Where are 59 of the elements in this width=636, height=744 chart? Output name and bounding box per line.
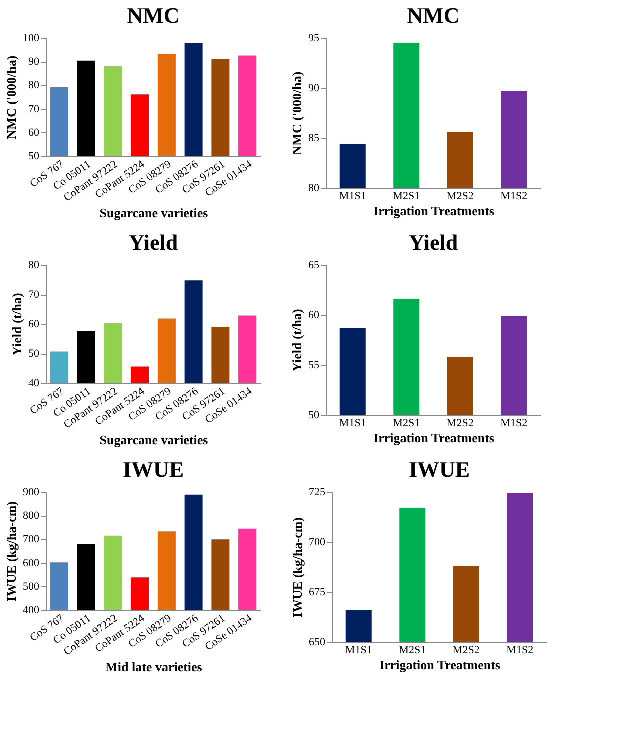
y-tick-label: 40 bbox=[28, 378, 40, 390]
y-tick-label: 70 bbox=[28, 103, 40, 116]
chart-title: IWUE bbox=[408, 457, 470, 482]
y-tick-label: 90 bbox=[308, 82, 320, 94]
y-tick-label: 50 bbox=[28, 348, 40, 360]
x-tick-label: M2S1 bbox=[393, 190, 420, 202]
x-tick-label: M2S2 bbox=[446, 418, 474, 430]
y-tick-label: 80 bbox=[308, 182, 320, 194]
y-axis-title: IWUE (kg/ha-cm) bbox=[290, 517, 305, 618]
x-axis-title: Sugarcane varieties bbox=[100, 205, 208, 220]
x-tick-label: M2S2 bbox=[446, 190, 474, 202]
x-axis-title: Irrigation Treatments bbox=[374, 430, 494, 446]
y-tick-label: 55 bbox=[308, 360, 320, 372]
x-axis-title: Irrigation Treatments bbox=[374, 204, 494, 218]
y-axis-title: Yield (t/ha) bbox=[290, 309, 304, 372]
y-tick-label: 60 bbox=[28, 318, 40, 330]
chart-title: NMC bbox=[127, 3, 180, 28]
y-tick-label: 50 bbox=[308, 410, 320, 422]
x-tick-label: M1S2 bbox=[500, 190, 528, 202]
y-tick-label: 90 bbox=[28, 56, 40, 68]
y-axis-title: NMC ('000/ha) bbox=[290, 72, 304, 156]
y-tick-label: 70 bbox=[28, 289, 40, 301]
y-tick-label: 725 bbox=[309, 486, 326, 498]
y-tick-label: 900 bbox=[23, 486, 40, 498]
y-tick-label: 80 bbox=[28, 260, 40, 272]
x-tick-label: M1S2 bbox=[500, 418, 528, 430]
x-tick-label: M1S2 bbox=[506, 644, 534, 656]
chart-title: NMC bbox=[407, 3, 460, 28]
x-tick-label: M1S1 bbox=[339, 190, 366, 202]
y-tick-label: 100 bbox=[23, 32, 40, 44]
y-tick-label: 95 bbox=[308, 32, 320, 44]
y-axis-title: NMC ('000/ha) bbox=[4, 56, 19, 140]
y-tick-label: 60 bbox=[28, 126, 40, 139]
y-tick-label: 800 bbox=[23, 510, 40, 522]
x-tick-label: M2S2 bbox=[452, 644, 480, 656]
x-tick-label: M1S1 bbox=[339, 418, 366, 430]
y-tick-label: 60 bbox=[308, 310, 320, 322]
y-tick-label: 650 bbox=[309, 636, 326, 648]
x-tick-label: M2S1 bbox=[393, 418, 420, 430]
chart-title: IWUE bbox=[122, 457, 184, 482]
y-tick-label: 675 bbox=[309, 586, 326, 598]
y-tick-label: 85 bbox=[308, 132, 320, 144]
y-tick-label: 600 bbox=[23, 557, 40, 570]
chart-title: Yield bbox=[408, 230, 458, 255]
y-tick-label: 700 bbox=[309, 536, 326, 548]
y-tick-label: 80 bbox=[28, 80, 40, 92]
y-tick-label: 65 bbox=[308, 260, 320, 272]
x-tick-label: M2S1 bbox=[399, 644, 426, 656]
y-axis-title: Yield (t/ha) bbox=[10, 293, 24, 356]
y-axis-title: IWUE (kg/ha-cm) bbox=[4, 501, 19, 602]
x-axis-title: Mid late varieties bbox=[106, 659, 202, 674]
y-tick-label: 700 bbox=[23, 534, 40, 546]
x-tick-label: M1S1 bbox=[345, 644, 372, 656]
chart-title: Yield bbox=[128, 230, 178, 255]
x-axis-title: Sugarcane varieties bbox=[100, 432, 208, 448]
y-tick-label: 50 bbox=[28, 150, 40, 162]
y-tick-label: 500 bbox=[23, 580, 40, 593]
y-tick-label: 400 bbox=[23, 604, 40, 616]
x-axis-title: Irrigation Treatments bbox=[380, 658, 500, 672]
